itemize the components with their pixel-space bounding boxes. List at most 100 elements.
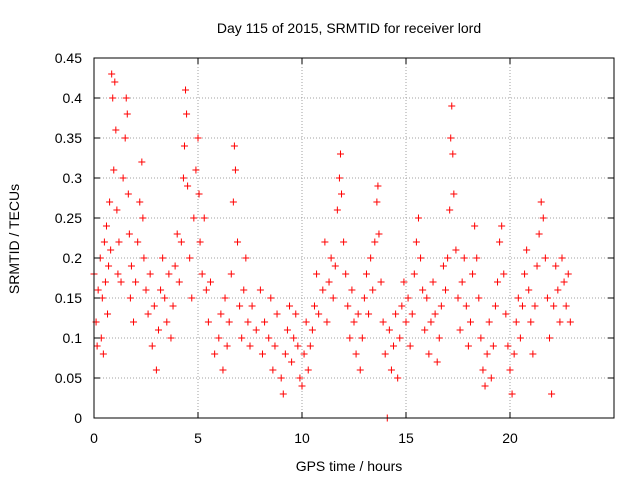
data-point (192, 166, 200, 174)
data-point (450, 190, 458, 198)
data-point (460, 254, 468, 262)
data-point (306, 342, 314, 350)
data-point (134, 238, 142, 246)
data-point (215, 334, 223, 342)
data-point (125, 230, 133, 238)
data-point (387, 366, 395, 374)
x-axis-label: GPS time / hours (296, 458, 403, 474)
x-tick-label: 20 (502, 430, 518, 446)
data-point (381, 350, 389, 358)
data-point (227, 270, 235, 278)
data-point (449, 150, 457, 158)
data-point (223, 342, 231, 350)
x-tick-label: 5 (194, 430, 202, 446)
data-point (267, 294, 275, 302)
data-point (157, 286, 165, 294)
data-point (173, 230, 181, 238)
data-point (369, 286, 377, 294)
data-point (550, 302, 558, 310)
data-point (379, 318, 387, 326)
data-point (541, 254, 549, 262)
data-point (469, 270, 477, 278)
data-point (354, 310, 362, 318)
data-points (90, 70, 574, 422)
data-point (234, 238, 242, 246)
data-point (177, 238, 185, 246)
data-point (165, 270, 173, 278)
data-point (375, 230, 383, 238)
data-point (344, 302, 352, 310)
data-point (512, 318, 520, 326)
data-point (99, 350, 107, 358)
data-point (374, 182, 382, 190)
data-point (225, 318, 233, 326)
data-point (340, 238, 348, 246)
data-point (304, 366, 312, 374)
data-point (400, 278, 408, 286)
data-point (308, 326, 316, 334)
gridlines (94, 58, 614, 418)
data-point (102, 222, 110, 230)
data-point (167, 334, 175, 342)
data-point (130, 318, 138, 326)
data-point (514, 294, 522, 302)
data-point (219, 366, 227, 374)
data-point (248, 302, 256, 310)
data-point (150, 302, 158, 310)
data-point (323, 318, 331, 326)
data-point (101, 278, 109, 286)
data-point (346, 334, 354, 342)
data-point (122, 94, 130, 102)
data-point (331, 262, 339, 270)
data-point (433, 358, 441, 366)
data-point (348, 286, 356, 294)
data-point (533, 262, 541, 270)
data-point (242, 254, 250, 262)
data-point (294, 342, 302, 350)
data-point (204, 318, 212, 326)
data-point (475, 294, 483, 302)
data-point (489, 342, 497, 350)
data-point (161, 294, 169, 302)
data-point (104, 310, 112, 318)
data-point (566, 318, 574, 326)
data-point (335, 174, 343, 182)
data-point (117, 278, 125, 286)
data-point (417, 254, 425, 262)
data-point (518, 302, 526, 310)
data-point (404, 294, 412, 302)
data-point (327, 254, 335, 262)
data-point (454, 294, 462, 302)
data-point (240, 286, 248, 294)
data-point (190, 214, 198, 222)
data-point (109, 94, 117, 102)
data-point (477, 334, 485, 342)
data-point (236, 302, 244, 310)
data-point (360, 294, 368, 302)
data-point (179, 174, 187, 182)
data-point (112, 126, 120, 134)
data-point (444, 254, 452, 262)
data-point (114, 270, 122, 278)
data-point (188, 294, 196, 302)
data-point (481, 382, 489, 390)
data-point (456, 326, 464, 334)
data-point (427, 318, 435, 326)
data-point (124, 190, 132, 198)
data-point (244, 318, 252, 326)
data-point (230, 142, 238, 150)
data-point (269, 366, 277, 374)
data-point (265, 334, 273, 342)
data-point (115, 238, 123, 246)
data-point (466, 318, 474, 326)
data-point (356, 366, 364, 374)
data-point (350, 318, 358, 326)
data-point (296, 374, 304, 382)
data-point (539, 214, 547, 222)
data-point (473, 254, 481, 262)
data-point (447, 134, 455, 142)
data-point (437, 302, 445, 310)
data-point (494, 278, 502, 286)
data-point (110, 166, 118, 174)
data-point (516, 334, 524, 342)
